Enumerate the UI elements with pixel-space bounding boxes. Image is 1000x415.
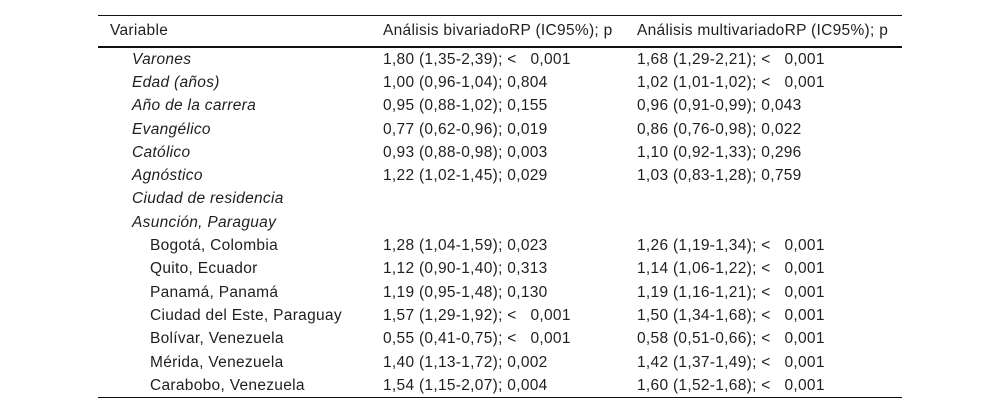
row-variable: Quito, Ecuador — [150, 260, 258, 278]
bivariate-value: 0,55 (0,41-0,75); < 0,001 — [383, 330, 571, 348]
multivariate-value: 1,68 (1,29-2,21); < 0,001 — [637, 50, 825, 68]
table-row: Quito, Ecuador 1,12 (0,90-1,40); 0,313 1… — [98, 258, 902, 281]
row-variable: Evangélico — [132, 120, 211, 138]
row-variable: Año de la carrera — [132, 97, 256, 115]
table-row: Ciudad de residencia — [98, 188, 902, 211]
multivariate-value: 1,50 (1,34-1,68); < 0,001 — [637, 306, 825, 324]
table-row: Varones 1,80 (1,35-2,39); < 0,001 1,68 (… — [98, 48, 902, 71]
row-variable: Varones — [132, 50, 192, 68]
row-variable: Asunción, Paraguay — [132, 213, 277, 231]
header-bivariate-analysis: Análisis bivariadoRP (IC95%); p — [383, 22, 613, 39]
bivariate-value: 1,40 (1,13-1,72); 0,002 — [383, 353, 548, 371]
row-variable: Bogotá, Colombia — [150, 237, 279, 255]
multivariate-value: 0,96 (0,91-0,99); 0,043 — [637, 97, 802, 115]
bivariate-value: 0,93 (0,88-0,98); 0,003 — [383, 143, 548, 161]
table-row: Bolívar, Venezuela 0,55 (0,41-0,75); < 0… — [98, 328, 902, 351]
table-row: Carabobo, Venezuela 1,54 (1,15-2,07); 0,… — [98, 374, 902, 397]
table-row: Agnóstico 1,22 (1,02-1,45); 0,029 1,03 (… — [98, 164, 902, 187]
row-variable: Agnóstico — [132, 167, 203, 185]
bivariate-value: 1,00 (0,96-1,04); 0,804 — [383, 73, 548, 91]
bivariate-value: 1,22 (1,02-1,45); 0,029 — [383, 167, 548, 185]
row-variable: Bolívar, Venezuela — [150, 330, 284, 348]
bivariate-value: 1,57 (1,29-1,92); < 0,001 — [383, 306, 571, 324]
row-variable: Ciudad de residencia — [132, 190, 284, 208]
multivariate-value: 1,02 (1,01-1,02); < 0,001 — [637, 73, 825, 91]
bivariate-value: 1,12 (0,90-1,40); 0,313 — [383, 260, 548, 278]
row-variable: Edad (años) — [132, 73, 220, 91]
table-row: Evangélico 0,77 (0,62-0,96); 0,019 0,86 … — [98, 118, 902, 141]
table-row: Bogotá, Colombia 1,28 (1,04-1,59); 0,023… — [98, 234, 902, 257]
row-variable: Carabobo, Venezuela — [150, 376, 305, 394]
multivariate-value: 1,14 (1,06-1,22); < 0,001 — [637, 260, 825, 278]
bivariate-value: 1,28 (1,04-1,59); 0,023 — [383, 237, 548, 255]
row-variable: Católico — [132, 143, 191, 161]
results-table: Variable Análisis bivariadoRP (IC95%); p… — [98, 15, 902, 399]
table-row: Ciudad del Este, Paraguay 1,57 (1,29-1,9… — [98, 304, 902, 327]
table-row: Mérida, Venezuela 1,40 (1,13-1,72); 0,00… — [98, 351, 902, 374]
bivariate-value: 1,80 (1,35-2,39); < 0,001 — [383, 50, 571, 68]
multivariate-value: 0,58 (0,51-0,66); < 0,001 — [637, 330, 825, 348]
table-row: Católico 0,93 (0,88-0,98); 0,003 1,10 (0… — [98, 141, 902, 164]
bivariate-value: 1,54 (1,15-2,07); 0,004 — [383, 376, 548, 394]
multivariate-value: 1,26 (1,19-1,34); < 0,001 — [637, 237, 825, 255]
multivariate-value: 1,10 (0,92-1,33); 0,296 — [637, 143, 802, 161]
row-variable: Ciudad del Este, Paraguay — [150, 306, 342, 324]
bivariate-value: 1,19 (0,95-1,48); 0,130 — [383, 283, 548, 301]
row-variable: Panamá, Panamá — [150, 283, 279, 301]
bivariate-value: 0,95 (0,88-1,02); 0,155 — [383, 97, 548, 115]
header-multivariate-analysis: Análisis multivariadoRP (IC95%); p — [637, 22, 889, 39]
multivariate-value: 1,19 (1,16-1,21); < 0,001 — [637, 283, 825, 301]
row-variable: Mérida, Venezuela — [150, 353, 284, 371]
multivariate-value: 1,60 (1,52-1,68); < 0,001 — [637, 376, 825, 394]
multivariate-value: 0,86 (0,76-0,98); 0,022 — [637, 120, 802, 138]
table-row: Edad (años) 1,00 (0,96-1,04); 0,804 1,02… — [98, 71, 902, 94]
table-row: Año de la carrera 0,95 (0,88-1,02); 0,15… — [98, 95, 902, 118]
multivariate-value: 1,42 (1,37-1,49); < 0,001 — [637, 353, 825, 371]
bivariate-value: 0,77 (0,62-0,96); 0,019 — [383, 120, 548, 138]
table-header-row: Variable Análisis bivariadoRP (IC95%); p… — [98, 16, 902, 48]
multivariate-value: 1,03 (0,83-1,28); 0,759 — [637, 167, 802, 185]
table-row: Panamá, Panamá 1,19 (0,95-1,48); 0,130 1… — [98, 281, 902, 304]
header-variable: Variable — [110, 22, 169, 39]
table-row: Asunción, Paraguay — [98, 211, 902, 234]
